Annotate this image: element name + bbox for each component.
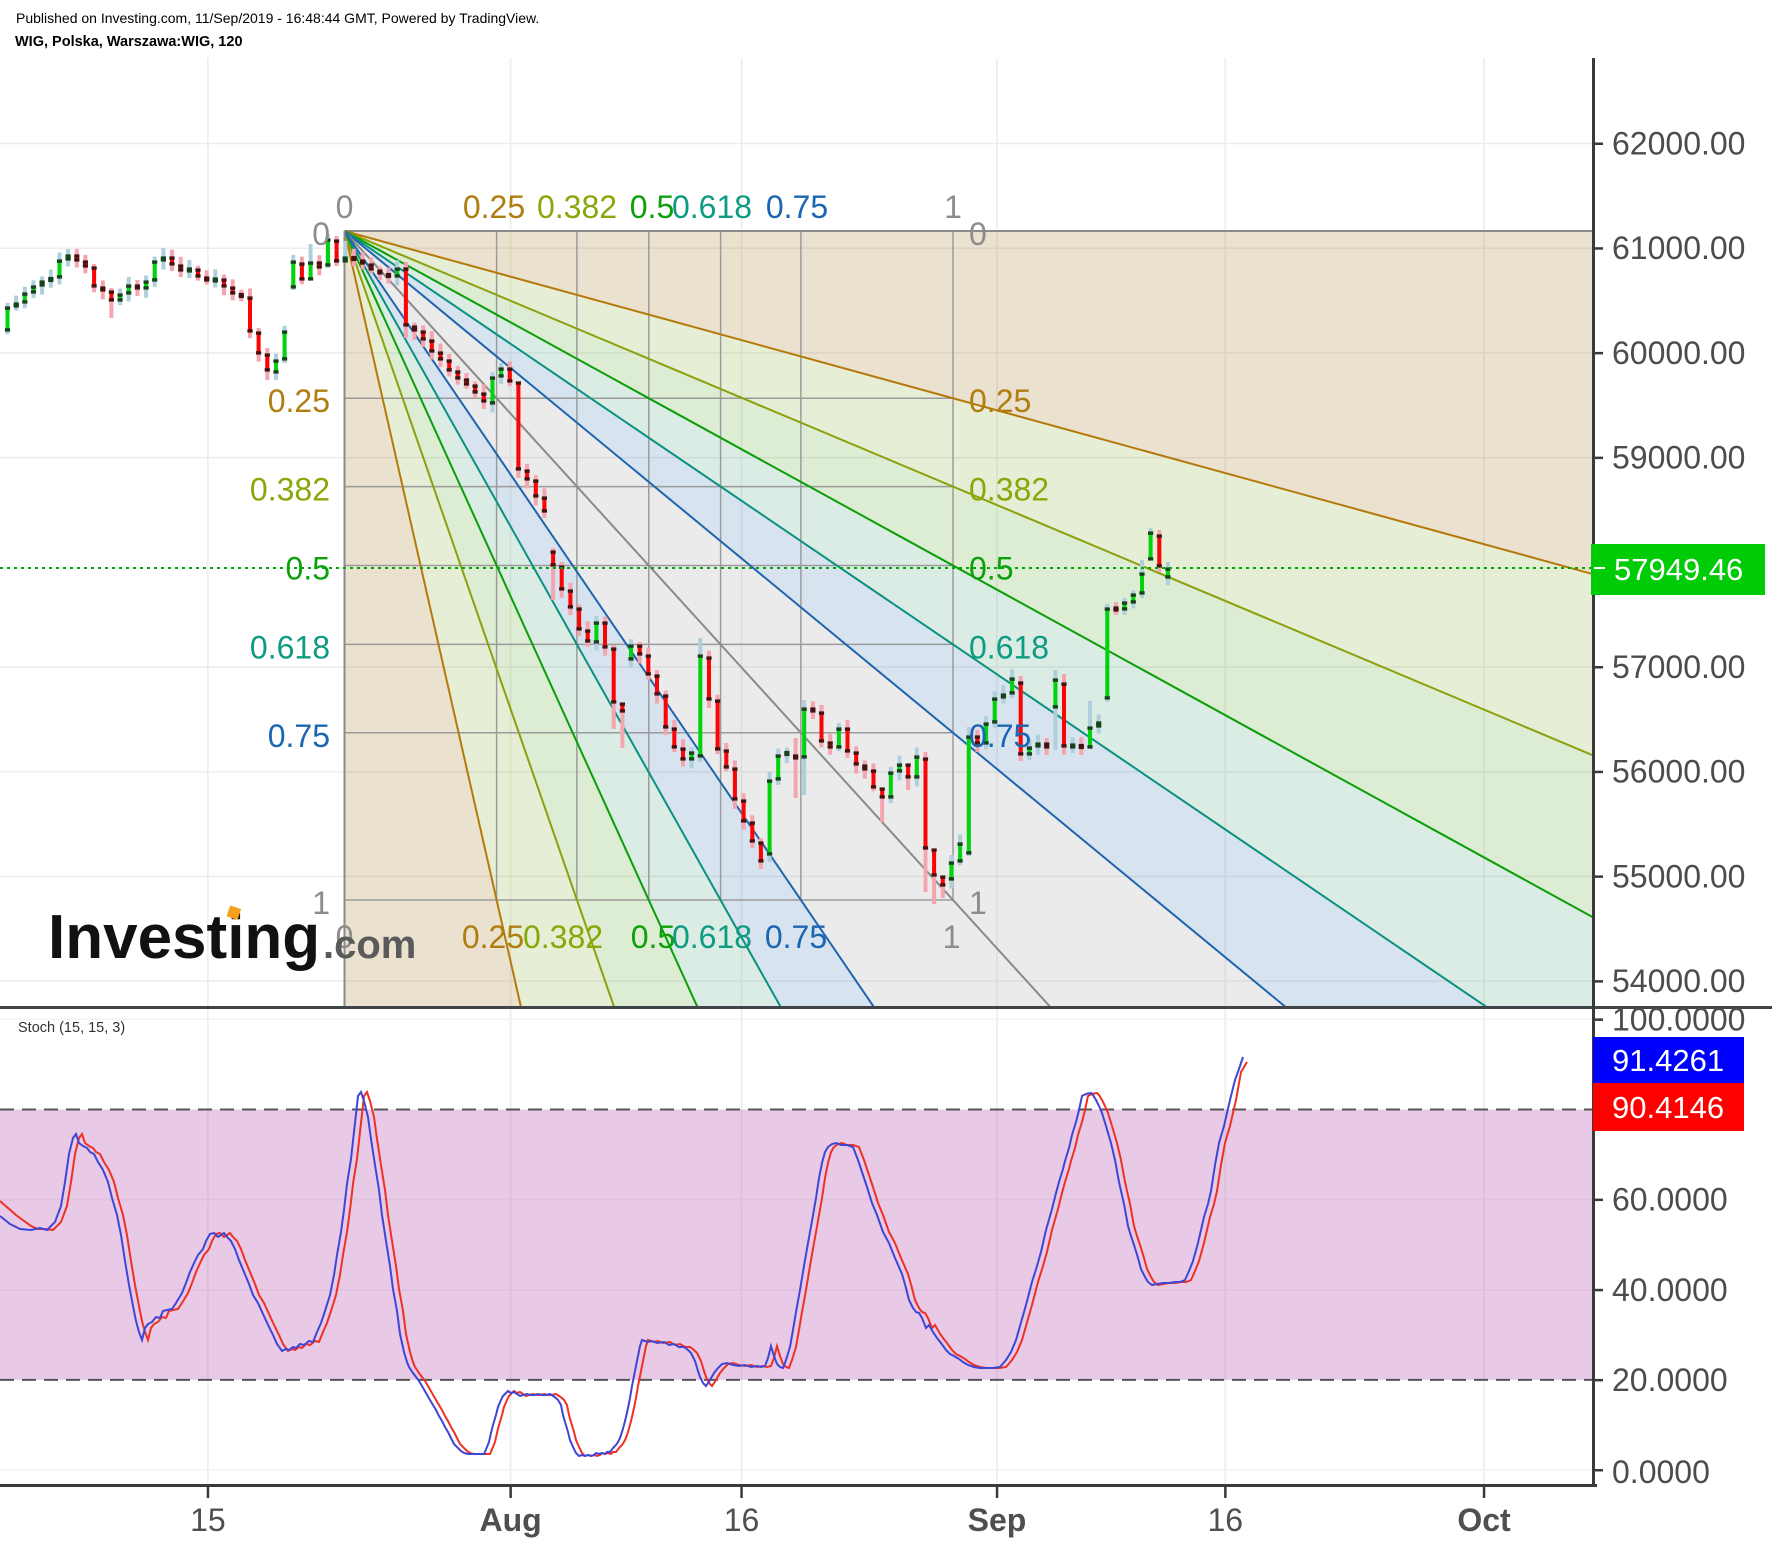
svg-text:Aug: Aug <box>479 1502 541 1538</box>
svg-text:0.618: 0.618 <box>969 629 1049 665</box>
svg-text:0: 0 <box>336 189 354 225</box>
svg-text:0: 0 <box>969 216 987 252</box>
svg-text:1: 1 <box>312 885 330 921</box>
svg-text:1: 1 <box>969 885 987 921</box>
svg-text:60000.00: 60000.00 <box>1612 335 1745 371</box>
svg-text:16: 16 <box>724 1502 760 1538</box>
svg-text:0.382: 0.382 <box>969 472 1049 508</box>
svg-text:59000.00: 59000.00 <box>1612 440 1745 476</box>
svg-text:0.5: 0.5 <box>631 919 675 955</box>
svg-text:0.25: 0.25 <box>463 189 525 225</box>
svg-text:Published on Investing.com, 11: Published on Investing.com, 11/Sep/2019 … <box>16 10 539 26</box>
svg-text:0.5: 0.5 <box>969 551 1013 587</box>
svg-text:0.0000: 0.0000 <box>1612 1454 1710 1490</box>
svg-text:0.75: 0.75 <box>765 919 827 955</box>
svg-text:61000.00: 61000.00 <box>1612 230 1745 266</box>
svg-text:15: 15 <box>190 1502 226 1538</box>
svg-text:Investing: Investing <box>48 903 320 972</box>
svg-text:0.75: 0.75 <box>766 189 828 225</box>
svg-text:0: 0 <box>336 919 354 955</box>
svg-text:0.25: 0.25 <box>969 383 1031 419</box>
svg-text:0.618: 0.618 <box>672 189 752 225</box>
svg-text:57949.46: 57949.46 <box>1614 552 1743 587</box>
svg-text:16: 16 <box>1208 1502 1244 1538</box>
svg-text:0.25: 0.25 <box>268 383 330 419</box>
svg-text:0.618: 0.618 <box>672 919 752 955</box>
svg-text:Stoch (15, 15, 3): Stoch (15, 15, 3) <box>18 1020 125 1036</box>
svg-text:62000.00: 62000.00 <box>1612 126 1745 162</box>
svg-text:91.4261: 91.4261 <box>1612 1043 1724 1078</box>
svg-text:.com: .com <box>323 923 416 967</box>
svg-text:60.0000: 60.0000 <box>1612 1182 1728 1218</box>
svg-text:56000.00: 56000.00 <box>1612 754 1745 790</box>
svg-text:0.5: 0.5 <box>630 189 674 225</box>
svg-text:100.0000: 100.0000 <box>1612 1001 1745 1037</box>
svg-text:1: 1 <box>943 919 961 955</box>
svg-text:Oct: Oct <box>1457 1502 1511 1538</box>
svg-text:40.0000: 40.0000 <box>1612 1272 1728 1308</box>
svg-text:0.618: 0.618 <box>250 629 330 665</box>
svg-text:0.382: 0.382 <box>537 189 617 225</box>
svg-text:0.382: 0.382 <box>250 472 330 508</box>
svg-text:20.0000: 20.0000 <box>1612 1362 1728 1398</box>
svg-text:57000.00: 57000.00 <box>1612 649 1745 685</box>
svg-text:0.382: 0.382 <box>523 919 603 955</box>
svg-text:1: 1 <box>944 189 962 225</box>
svg-text:0: 0 <box>312 216 330 252</box>
svg-text:0.25: 0.25 <box>462 919 524 955</box>
svg-text:54000.00: 54000.00 <box>1612 963 1745 999</box>
svg-text:0.75: 0.75 <box>969 718 1031 754</box>
svg-text:0.75: 0.75 <box>268 718 330 754</box>
svg-text:Sep: Sep <box>968 1502 1027 1538</box>
svg-text:90.4146: 90.4146 <box>1612 1090 1724 1125</box>
svg-text:55000.00: 55000.00 <box>1612 858 1745 894</box>
svg-text:WIG, Polska, Warszawa:WIG, 120: WIG, Polska, Warszawa:WIG, 120 <box>15 34 243 50</box>
